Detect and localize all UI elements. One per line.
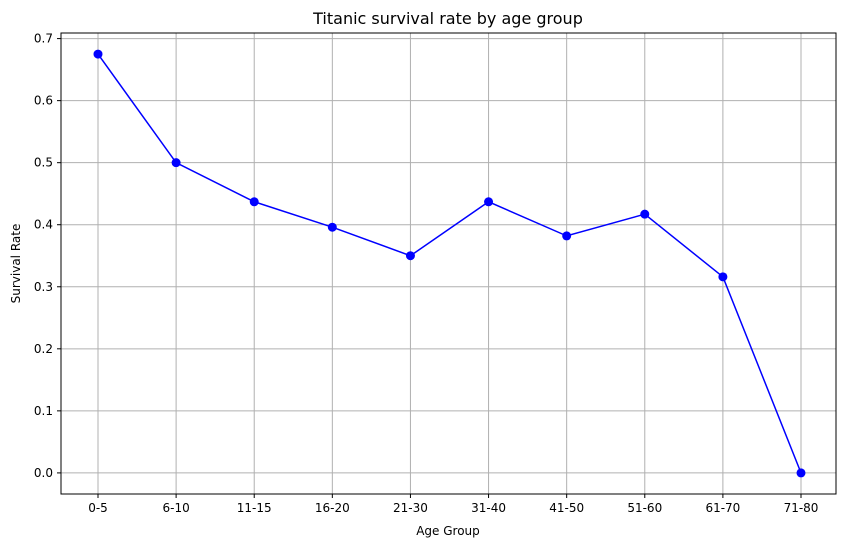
x-tick-label: 51-60 [627, 501, 662, 515]
x-tick-label: 0-5 [88, 501, 108, 515]
x-axis-label: Age Group [416, 524, 480, 538]
y-tick-label: 0.4 [34, 218, 53, 232]
data-point [484, 197, 494, 207]
x-tick-label: 61-70 [705, 501, 740, 515]
data-point [796, 468, 806, 478]
series-layer [93, 49, 806, 478]
data-point [327, 222, 337, 232]
y-axis: 0.0 0.1 0.2 0.3 0.4 0.5 0.6 0.7 [34, 32, 61, 480]
series-line [97, 53, 802, 474]
y-axis-label: Survival Rate [9, 224, 23, 304]
y-tick-label: 0.5 [34, 156, 53, 170]
data-point [249, 197, 259, 207]
x-tick-label: 71-80 [784, 501, 819, 515]
plot-frame [60, 32, 837, 495]
x-tick-label: 41-50 [549, 501, 584, 515]
y-tick-label: 0.0 [34, 466, 53, 480]
x-tick-label: 6-10 [162, 501, 189, 515]
data-point [640, 209, 650, 219]
data-point [93, 49, 103, 59]
data-point [562, 231, 572, 241]
x-axis: 0-5 6-10 11-15 16-20 21-30 31-40 41-50 51-60 61-… [88, 494, 818, 515]
y-tick-label: 0.2 [34, 342, 53, 356]
x-tick-label: 11-15 [237, 501, 272, 515]
x-tick-label: 31-40 [471, 501, 506, 515]
data-point [171, 158, 181, 168]
y-tick-label: 0.7 [34, 32, 53, 46]
y-tick-label: 0.3 [34, 280, 53, 294]
chart-title: Titanic survival rate by age group [312, 9, 583, 28]
data-point [718, 272, 728, 282]
data-point [405, 251, 415, 261]
x-tick-label: 16-20 [315, 501, 350, 515]
gridlines [61, 33, 836, 494]
x-tick-label: 21-30 [393, 501, 428, 515]
y-tick-label: 0.1 [34, 404, 53, 418]
y-tick-label: 0.6 [34, 94, 53, 108]
